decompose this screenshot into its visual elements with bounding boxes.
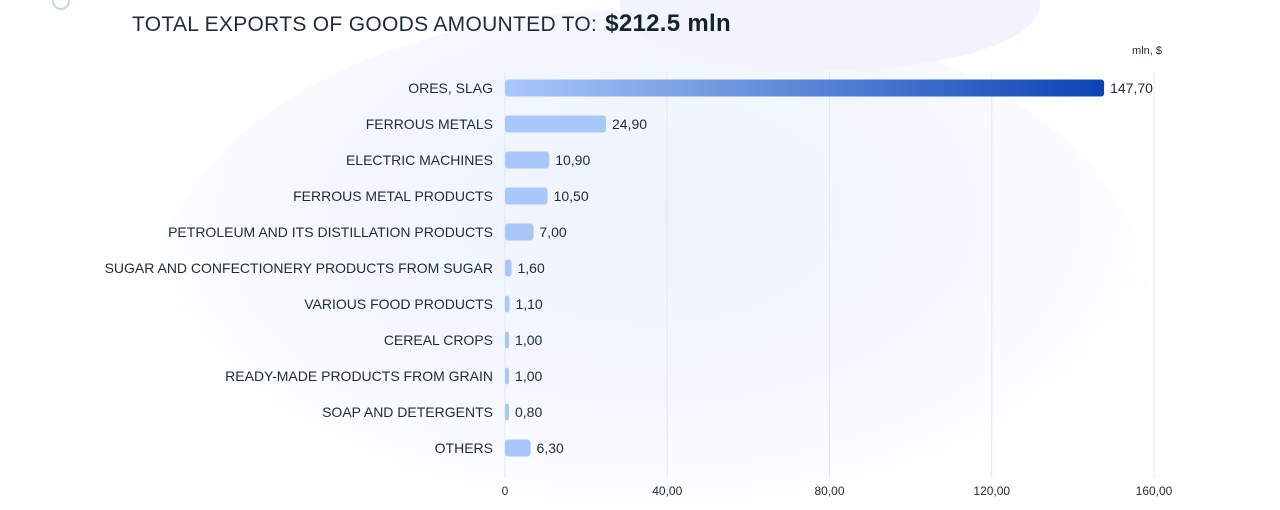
bar: [505, 259, 512, 277]
x-tick-label: 80,00: [814, 484, 844, 498]
bar: [505, 439, 531, 457]
bar: [505, 223, 534, 241]
category-label: SOAP AND DETERGENTS: [322, 404, 493, 420]
category-label: CEREAL CROPS: [384, 332, 493, 348]
category-label: FERROUS METALS: [366, 116, 493, 132]
gridlines: [504, 72, 1155, 478]
unit-label: mln, $: [1132, 45, 1162, 57]
category-label: FERROUS METAL PRODUCTS: [293, 188, 493, 204]
bar: [505, 367, 510, 385]
value-label: 147,70: [1110, 80, 1153, 96]
value-label: 1,60: [517, 260, 544, 276]
chart-title-amount: $212.5 mln: [605, 10, 731, 37]
bar: [505, 295, 510, 313]
category-label: ORES, SLAG: [408, 80, 493, 96]
bar: [505, 187, 548, 205]
bar: [505, 403, 509, 421]
x-tick-label: 0: [502, 484, 509, 498]
category-label: PETROLEUM AND ITS DISTILLATION PRODUCTS: [168, 224, 493, 240]
value-label: 1,00: [515, 332, 542, 348]
logo-mark-icon: [52, 0, 70, 10]
value-label: 6,30: [537, 440, 564, 456]
category-label: SUGAR AND CONFECTIONERY PRODUCTS FROM SU…: [105, 260, 493, 276]
labels: 0 40,00 80,00 120,00 160,00 ORES, SLAG 147,70 F…: [105, 80, 1173, 498]
bar: [505, 331, 510, 349]
value-label: 24,90: [612, 116, 647, 132]
bar: [505, 151, 550, 169]
value-label: 10,90: [555, 152, 590, 168]
value-label: 10,50: [554, 188, 589, 204]
value-label: 1,00: [515, 368, 542, 384]
chart-title-text: TOTAL EXPORTS OF GOODS AMOUNTED TO:: [132, 13, 598, 36]
bar: [505, 79, 1105, 97]
chart-title: TOTAL EXPORTS OF GOODS AMOUNTED TO: $212.…: [132, 10, 731, 38]
bars: [505, 79, 1105, 457]
x-tick-label: 120,00: [973, 484, 1010, 498]
value-label: 7,00: [539, 224, 566, 240]
value-label: 1,10: [515, 296, 542, 312]
bar: [505, 115, 607, 133]
category-label: VARIOUS FOOD PRODUCTS: [304, 296, 493, 312]
value-label: 0,80: [515, 404, 542, 420]
x-tick-label: 40,00: [652, 484, 682, 498]
category-label: READY-MADE PRODUCTS FROM GRAIN: [225, 368, 493, 384]
x-tick-label: 160,00: [1136, 484, 1173, 498]
category-label: ELECTRIC MACHINES: [346, 152, 493, 168]
category-label: OTHERS: [435, 440, 493, 456]
